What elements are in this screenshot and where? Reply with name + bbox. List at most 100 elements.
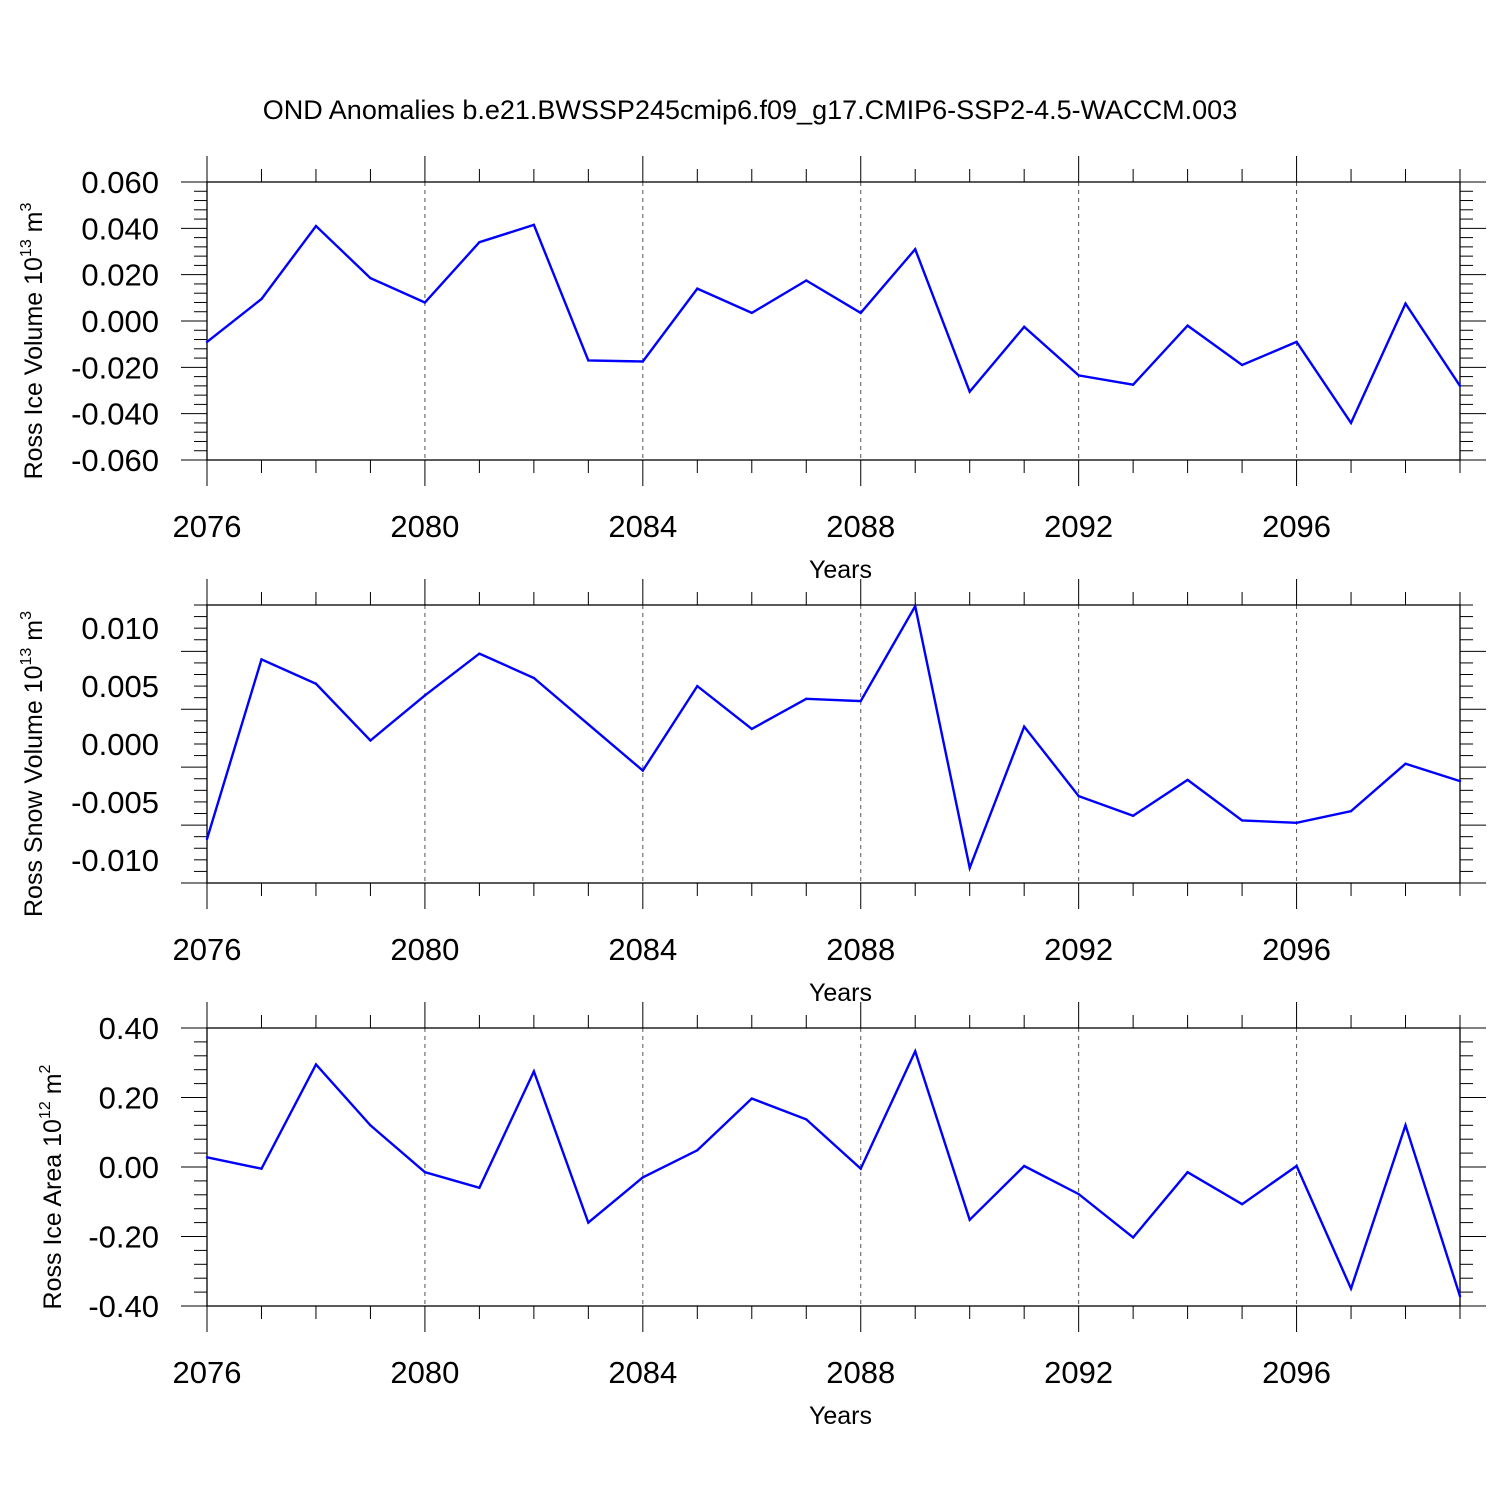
figure-title: OND Anomalies b.e21.BWSSP245cmip6.f09_g1… (263, 95, 1237, 125)
data-point (750, 1097, 753, 1100)
data-point (1295, 821, 1298, 824)
y-axis-title-exponent: 13 (18, 239, 35, 257)
panel-3: 2076 2080 2084 2088 2092 2096 -0.40 -0.20 0.00 0.… (37, 1002, 1486, 1430)
data-point (314, 1063, 318, 1066)
series-line (206, 1048, 1462, 1297)
data-point (423, 301, 427, 304)
data-point (532, 1070, 536, 1073)
data-point (1349, 421, 1353, 425)
data-point (314, 224, 318, 228)
x-tick-label: 2080 (390, 932, 459, 967)
y-tick-label: -0.040 (71, 397, 159, 432)
data-point (478, 241, 481, 244)
data-point (1295, 340, 1298, 344)
y-tick-label: 0.20 (99, 1081, 159, 1116)
y-axis-title-unit: m (39, 1073, 67, 1101)
plot-frame (206, 1027, 1461, 1307)
data-point (260, 1167, 263, 1170)
data-point (696, 287, 699, 290)
y-tick-label: 0.040 (81, 211, 159, 246)
data-point (478, 1186, 481, 1190)
data-point (1404, 302, 1407, 305)
y-tick-label: 0.000 (81, 304, 159, 339)
data-point (1186, 324, 1189, 327)
data-point (1131, 814, 1135, 818)
y-tick-label: 0.020 (81, 258, 159, 293)
data-point (369, 1124, 372, 1127)
x-axis-title: Years (809, 1402, 872, 1430)
x-tick-label: 2080 (390, 1355, 459, 1390)
y-tick-label: -0.005 (71, 785, 159, 820)
data-point (1022, 1164, 1026, 1168)
x-tick-label: 2096 (1262, 932, 1331, 967)
data-point (205, 837, 209, 841)
data-point (587, 723, 590, 726)
x-tick-label: 2076 (173, 932, 242, 967)
data-point (205, 340, 209, 344)
data-point (1240, 1202, 1244, 1206)
data-point (1186, 778, 1189, 782)
x-tick-label: 2092 (1044, 1355, 1113, 1390)
data-point (914, 247, 917, 251)
data-point (696, 684, 699, 688)
data-point (859, 311, 862, 315)
data-point (1131, 1236, 1135, 1239)
data-point (968, 866, 971, 870)
data-point (696, 1149, 699, 1152)
y-tick-label: -0.40 (88, 1289, 159, 1324)
y-axis-title-text: Ross Ice Area 10 (39, 1119, 67, 1309)
y-tick-label: 0.000 (81, 727, 159, 762)
panel-2: 2076 2080 2084 2088 2092 2096 -0.010 -0.005 0.00… (18, 579, 1486, 1007)
data-point (1404, 1124, 1407, 1127)
data-point (805, 1118, 808, 1121)
x-tick-label: 2088 (826, 509, 895, 544)
data-point (1186, 1171, 1189, 1174)
data-point (859, 699, 862, 703)
y-tick-label: 0.010 (81, 611, 159, 646)
data-point (260, 297, 263, 301)
data-point (1349, 809, 1353, 813)
x-tick-label: 2076 (173, 509, 242, 544)
x-tick-label: 2084 (608, 509, 677, 544)
y-tick-label: -0.020 (71, 350, 159, 385)
data-point (805, 279, 808, 282)
data-point (1240, 819, 1244, 822)
plot-frame (206, 604, 1461, 884)
y-axis-title-text: Ross Ice Volume 10 (20, 257, 48, 479)
x-tick-label: 2080 (390, 509, 459, 544)
data-point (260, 658, 263, 661)
y-tick-label: 0.060 (81, 165, 159, 200)
y-tick-label: 0.00 (99, 1150, 159, 1185)
data-point (1458, 779, 1462, 783)
data-point (1458, 1295, 1462, 1298)
data-point (750, 311, 753, 315)
y-axis-title: Ross Snow Volume 1013 m3 (18, 611, 48, 917)
panel-1: 2076 2080 2084 2088 2092 2096 -0.060 -0.040 -0.0… (18, 156, 1486, 584)
data-point (1022, 325, 1026, 328)
y-axis-title-unit: m (20, 211, 48, 239)
data-point (369, 739, 372, 742)
data-point (205, 1156, 209, 1159)
data-point (1240, 363, 1244, 367)
y-tick-label: 0.005 (81, 669, 159, 704)
data-point (641, 360, 645, 363)
data-point (369, 276, 372, 280)
panels-group: 2076 2080 2084 2088 2092 2096 -0.060 -0.040 -0.0… (18, 156, 1486, 1430)
data-point (1349, 1287, 1353, 1290)
x-tick-label: 2076 (173, 1355, 242, 1390)
data-point (1404, 762, 1407, 765)
data-point (968, 390, 971, 393)
x-tick-label: 2088 (826, 1355, 895, 1390)
y-axis-title-unit-exponent: 2 (37, 1064, 54, 1073)
data-point (968, 1218, 971, 1222)
y-axis-title-unit-exponent: 3 (18, 202, 35, 211)
data-point (1131, 383, 1135, 386)
y-axis-title-exponent: 13 (18, 648, 35, 666)
data-point (587, 1221, 590, 1224)
series-line (206, 223, 1462, 426)
data-point (641, 1176, 645, 1179)
x-tick-label: 2088 (826, 932, 895, 967)
y-axis-title-unit: m (20, 620, 48, 648)
y-axis-title-text: Ross Snow Volume 10 (20, 665, 48, 917)
